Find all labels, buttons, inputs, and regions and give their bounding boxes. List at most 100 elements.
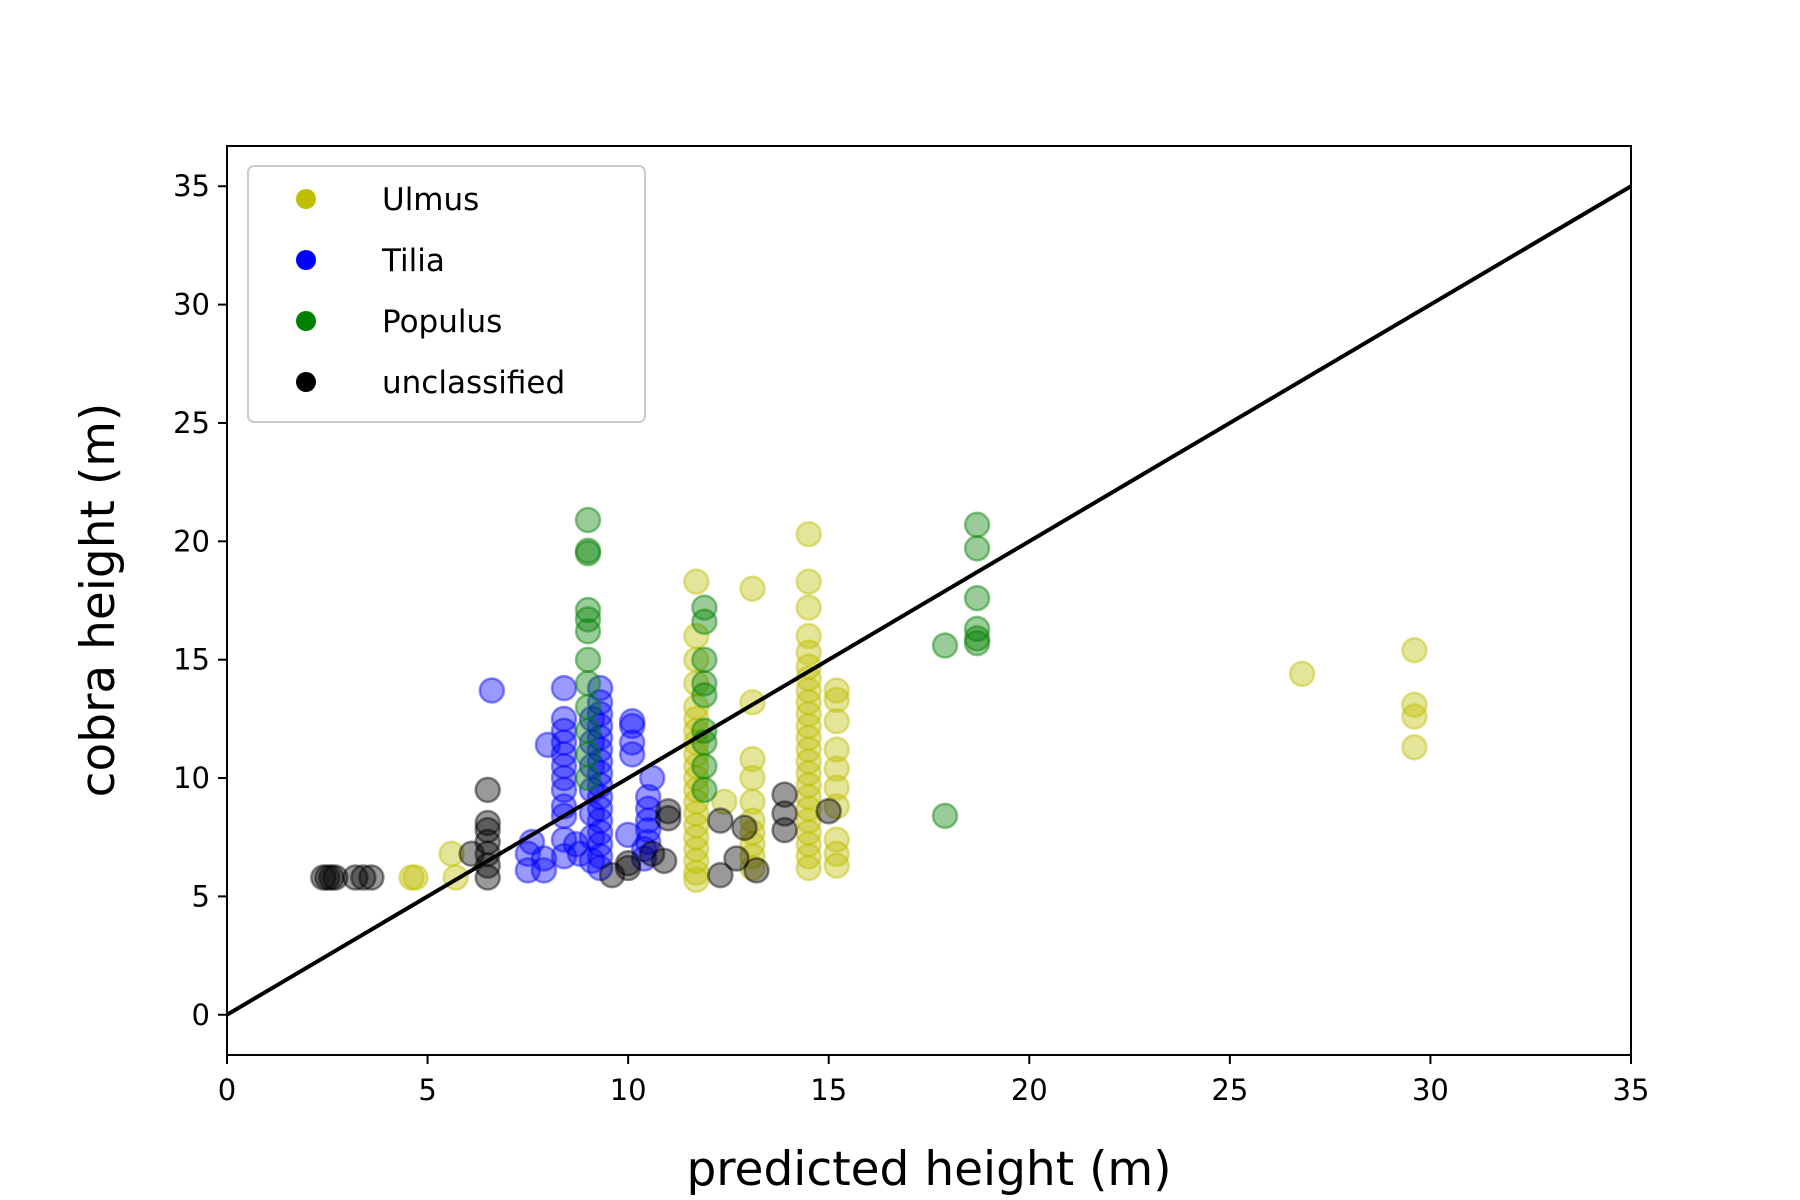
data-point <box>358 864 385 891</box>
data-point <box>823 755 850 782</box>
y-tick-label: 15 <box>173 643 210 677</box>
data-point <box>691 776 718 804</box>
data-point <box>815 797 842 825</box>
data-point <box>771 800 798 827</box>
data-point <box>586 748 614 775</box>
data-point <box>683 859 710 886</box>
data-point <box>931 802 959 830</box>
data-point <box>550 705 578 733</box>
series-ulmus <box>398 520 1428 894</box>
data-point <box>586 842 614 870</box>
x-tick-label: 30 <box>1412 1073 1449 1107</box>
data-point <box>474 776 501 804</box>
data-point <box>683 835 710 863</box>
y-tick-label: 0 <box>192 998 210 1032</box>
plot-frame <box>226 145 1632 1056</box>
data-point <box>310 864 337 891</box>
data-point <box>1401 691 1428 718</box>
data-point <box>963 615 991 643</box>
data-point <box>574 670 602 697</box>
data-point <box>823 852 850 879</box>
data-point <box>691 646 718 673</box>
data-point <box>574 506 602 534</box>
data-point <box>683 622 710 650</box>
data-point <box>566 840 594 868</box>
data-point <box>795 622 822 650</box>
data-point <box>514 857 542 884</box>
data-point <box>795 736 822 763</box>
data-point <box>578 752 606 780</box>
data-point <box>318 864 345 891</box>
data-point <box>683 646 710 673</box>
data-point <box>574 537 602 565</box>
data-point <box>342 864 369 891</box>
data-point <box>739 854 766 882</box>
data-point <box>1288 660 1316 688</box>
data-point <box>683 823 710 851</box>
data-point <box>634 783 662 811</box>
data-point <box>474 864 501 891</box>
data-point <box>474 828 501 856</box>
data-point <box>823 826 850 853</box>
data-point <box>586 736 614 763</box>
data-point <box>534 731 562 759</box>
data-point <box>691 594 718 621</box>
data-point <box>562 831 590 858</box>
data-point <box>795 689 822 716</box>
data-point <box>795 831 822 858</box>
data-point <box>795 700 822 728</box>
data-point <box>550 826 578 853</box>
x-tick-label: 25 <box>1211 1073 1248 1107</box>
data-point <box>574 693 602 721</box>
legend-marker-ulmus <box>296 189 316 209</box>
data-point <box>586 674 614 702</box>
data-point <box>550 776 578 804</box>
data-point <box>586 854 614 882</box>
data-point <box>586 689 614 716</box>
data-point <box>963 584 991 612</box>
legend-box <box>247 165 646 423</box>
data-point <box>438 840 465 868</box>
data-point <box>614 821 642 849</box>
data-point <box>550 674 578 702</box>
series-unclassified <box>310 776 842 891</box>
x-tick-label: 15 <box>810 1073 847 1107</box>
x-tick-label: 10 <box>610 1073 647 1107</box>
x-axis-title: predicted height (m) <box>686 1142 1171 1197</box>
data-point <box>963 511 991 539</box>
data-point <box>711 788 738 815</box>
data-point <box>550 752 578 780</box>
data-point <box>795 854 822 882</box>
data-point <box>707 861 734 889</box>
data-point <box>634 795 662 823</box>
data-point <box>350 864 377 891</box>
data-point <box>743 857 770 884</box>
y-tick-label: 10 <box>173 761 210 795</box>
data-point <box>655 805 682 832</box>
data-point <box>691 670 718 697</box>
data-point <box>550 729 578 756</box>
data-point <box>618 707 646 735</box>
data-point <box>683 812 710 839</box>
data-point <box>618 712 646 740</box>
data-point <box>634 828 662 856</box>
data-point <box>823 677 850 704</box>
y-axis-title: cobra height (m) <box>71 403 126 798</box>
data-point <box>795 771 822 799</box>
data-point <box>586 700 614 728</box>
data-point <box>402 864 429 891</box>
data-point <box>630 835 658 863</box>
data-point <box>683 752 710 780</box>
data-point <box>739 764 766 792</box>
data-point <box>723 845 750 872</box>
series-populus <box>574 506 991 830</box>
data-point <box>739 807 766 834</box>
data-point <box>530 857 558 884</box>
x-tick-label: 20 <box>1011 1073 1048 1107</box>
y-tick-label: 30 <box>173 288 210 322</box>
data-point <box>823 736 850 763</box>
x-axis: 0 5 10 15 20 25 30 35 <box>218 1055 1649 1107</box>
data-point <box>586 807 614 834</box>
legend-marker-unclassified <box>296 372 316 392</box>
